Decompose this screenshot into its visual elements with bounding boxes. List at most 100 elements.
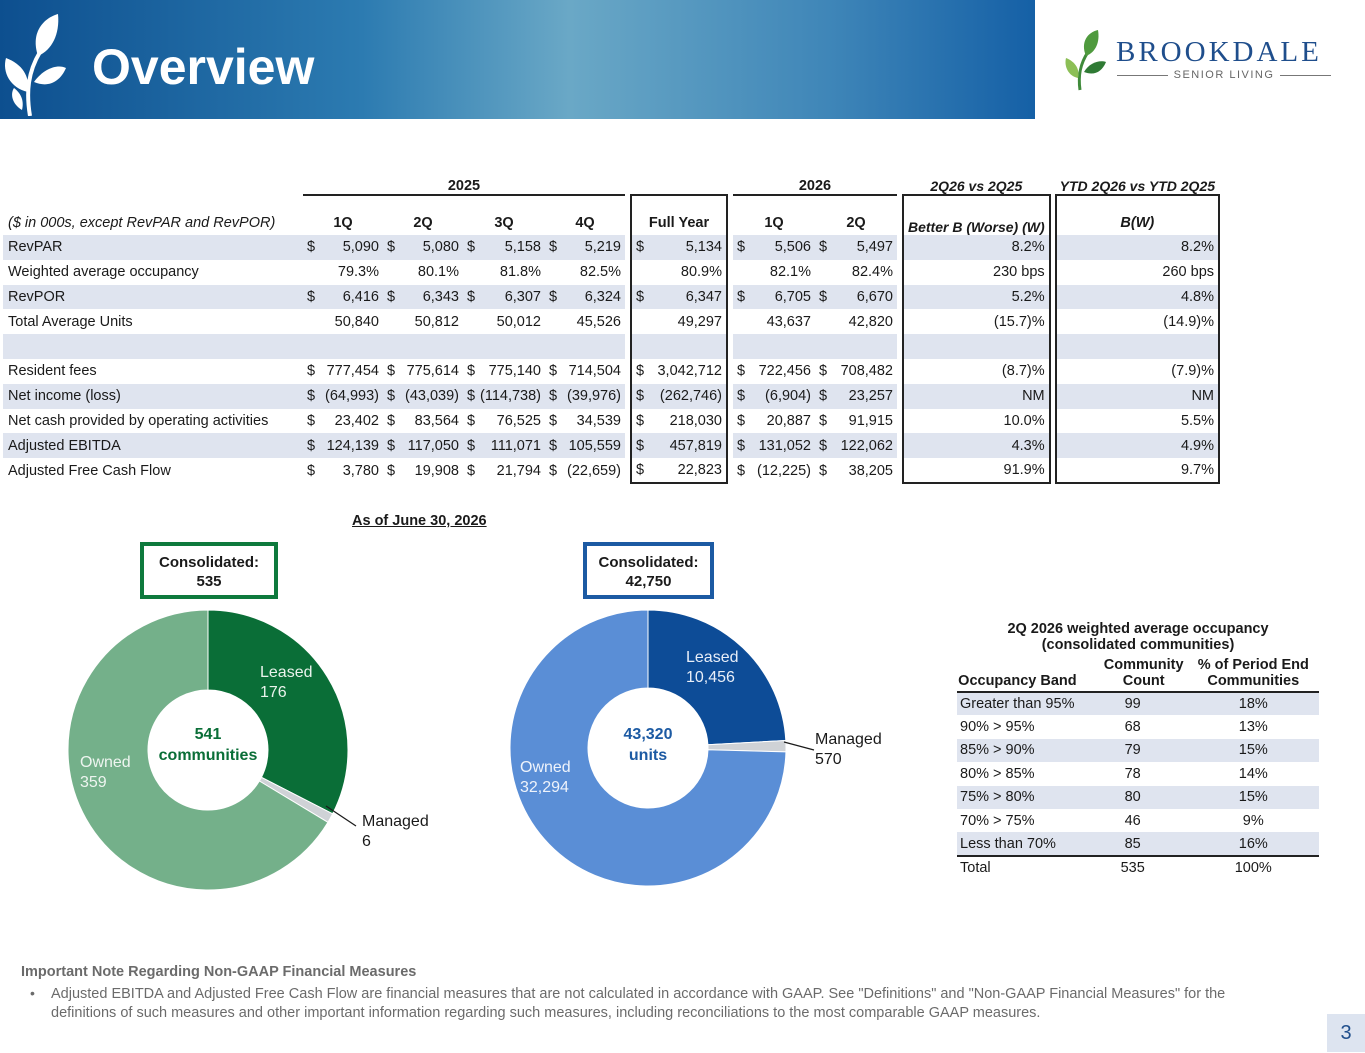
cell-value: 23,402 (334, 412, 379, 429)
currency-symbol: $ (733, 284, 746, 310)
cell-value: 775,614 (406, 363, 459, 380)
communities-owned-label: Owned 359 (80, 754, 131, 791)
cell-value: 6,705 (745, 284, 815, 310)
currency-symbol: $ (467, 412, 476, 429)
currency-symbol (383, 260, 395, 285)
currency-symbol (303, 334, 316, 359)
currency-symbol: $ (549, 462, 558, 479)
currency-symbol: $ (383, 284, 396, 310)
spacer (625, 458, 631, 483)
currency-symbol: $ (819, 412, 828, 429)
cell-value: 50,840 (334, 313, 379, 330)
currency-symbol: $ (819, 462, 828, 479)
occupancy-row: Greater than 95% 99 18% (957, 692, 1319, 716)
currency-symbol: $ (733, 383, 746, 409)
currency-symbol: $ (819, 363, 828, 380)
spacer (625, 383, 631, 409)
currency-symbol: $ (463, 235, 476, 260)
spacer (1049, 334, 1056, 359)
currency-symbol: $ (383, 235, 396, 260)
cell-value: 6,307 (475, 284, 545, 310)
spacer (727, 235, 733, 260)
row-label: Net income (loss) (3, 383, 303, 409)
table-row (3, 334, 1221, 359)
cell-value: 76,525 (496, 412, 541, 429)
currency-symbol: $ (463, 433, 476, 459)
cell-better-worse: (15.7)% (902, 309, 1051, 335)
spacer (625, 284, 631, 310)
cell-value (475, 334, 545, 359)
cell-value: 131,052 (745, 433, 815, 459)
spacer (897, 259, 903, 285)
cell-value: 3,780 (342, 462, 379, 479)
cell-value: 6,416 (315, 284, 383, 310)
occupancy-cell: Greater than 95% (957, 692, 1078, 716)
cell-value: 91,915 (848, 412, 893, 429)
occupancy-cell: 80 (1077, 785, 1188, 809)
cell-value (395, 334, 463, 359)
row-label: Adjusted EBITDA (3, 433, 303, 459)
spacer (625, 358, 631, 384)
communities-center-label: 541 communities (158, 726, 258, 764)
cell-value: 111,071 (475, 433, 545, 459)
occupancy-cell: 9% (1242, 812, 1264, 829)
cell-better-worse: 4.3% (902, 433, 1051, 459)
currency-symbol: $ (815, 383, 828, 409)
currency-symbol: $ (383, 433, 396, 459)
cell-value: 6,347 (644, 284, 728, 310)
currency-symbol (815, 260, 827, 285)
units-owned-label: Owned 32,294 (520, 759, 571, 796)
currency-symbol: $ (545, 433, 558, 459)
spacer (625, 408, 631, 434)
cell-value: 708,482 (840, 363, 893, 380)
donut-slice-owned (67, 609, 329, 891)
currency-symbol: $ (629, 458, 645, 484)
cell-ytd-bw: 260 bps (1054, 259, 1221, 285)
col-header-full-year: Full Year (630, 194, 728, 235)
table-row: Adjusted EBITDA $124,139 $117,050 $111,071 $… (3, 433, 1221, 459)
occupancy-cell: Total (960, 859, 991, 876)
table-row: Net cash provided by operating activitie… (3, 408, 1221, 434)
currency-symbol: $ (737, 412, 746, 429)
currency-symbol: $ (815, 433, 828, 459)
currency-symbol: $ (545, 284, 558, 310)
currency-symbol: $ (307, 363, 316, 380)
occupancy-cell: 535 (1120, 859, 1145, 876)
cell-value: 79.3% (337, 264, 379, 281)
cell-value: 775,140 (488, 363, 541, 380)
spacer (625, 433, 631, 459)
spacer (625, 259, 631, 285)
cell-ytd-bw: 8.2% (1054, 235, 1221, 260)
spacer (897, 433, 903, 459)
cell-value: 50,012 (496, 313, 541, 330)
spacer (1049, 284, 1056, 310)
cell-value: (6,904) (745, 383, 815, 409)
cell-better-worse: 8.2% (902, 235, 1051, 260)
cell-ytd-bw: 4.8% (1054, 284, 1221, 310)
consolidated-communities-box: Consolidated: 535 (140, 542, 278, 599)
communities-managed-label: Managed 6 (362, 813, 429, 850)
currency-symbol (815, 334, 828, 359)
table-row: Resident fees $777,454 $775,614 $775,140 $71… (3, 358, 1221, 384)
spacer (727, 334, 733, 359)
cell-better-worse: 91.9% (902, 458, 1051, 484)
currency-symbol: $ (303, 284, 316, 310)
spacer (897, 383, 903, 409)
communities-managed-leader-line (325, 805, 357, 827)
cell-value: (43,039) (395, 383, 463, 409)
table-row: RevPOR $6,416 $6,343 $6,307 $6,324 $6,347 $6,7… (3, 284, 1221, 310)
cell-value: (262,746) (644, 383, 728, 409)
spacer (1049, 408, 1056, 434)
row-label: Total Average Units (8, 313, 133, 330)
currency-symbol (383, 334, 396, 359)
currency-symbol: $ (629, 383, 645, 409)
spacer (625, 334, 631, 359)
occupancy-cell: 46 (1124, 812, 1141, 829)
cell-value: 80.1% (417, 264, 459, 281)
spacer (1049, 358, 1056, 384)
cell-value: 5,134 (644, 235, 728, 260)
occupancy-cell: 18% (1187, 692, 1319, 716)
currency-symbol (545, 260, 557, 285)
currency-symbol: $ (383, 383, 396, 409)
cell-value: 5,158 (475, 235, 545, 260)
